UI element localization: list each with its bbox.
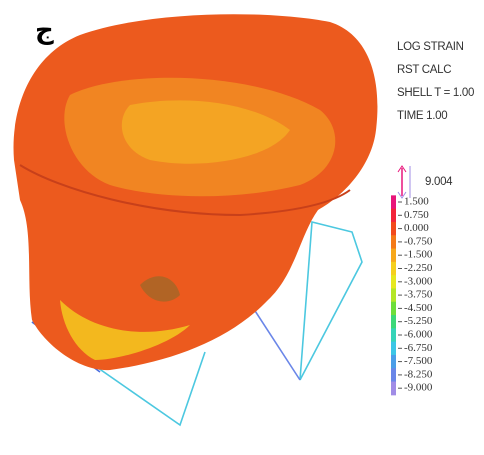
legend-label: -0.750	[404, 235, 433, 247]
legend-label: -1.500	[404, 249, 433, 261]
legend-swatch	[391, 195, 396, 209]
header-line: LOG STRAIN	[397, 41, 464, 53]
legend-swatch	[391, 249, 396, 263]
page: {"panel_label": "ج", "header": {"lines":…	[0, 0, 484, 455]
legend-label: -6.750	[404, 342, 433, 354]
legend-swatch	[391, 222, 396, 236]
legend-swatch	[391, 355, 396, 369]
legend-swatch	[391, 382, 396, 396]
support-diagonal	[248, 300, 300, 380]
legend-swatch	[391, 342, 396, 356]
legend-label: 0.000	[404, 222, 429, 234]
legend-label: -2.250	[404, 262, 433, 274]
legend-label: -7.500	[404, 355, 433, 367]
legend-swatch	[391, 315, 396, 329]
legend-label: -9.000	[404, 382, 433, 394]
legend-label: -3.000	[404, 275, 433, 287]
header-line: SHELL T = 1.00	[397, 87, 474, 99]
legend-label: -4.500	[404, 302, 433, 314]
legend-swatch	[391, 262, 396, 276]
legend-swatch	[391, 328, 396, 342]
legend-label: 1.500	[404, 196, 429, 208]
header: LOG STRAIN RST CALC SHELL T = 1.00 TIME 1.0…	[397, 41, 474, 122]
figure: ج LOG STRAIN RST CALC SHELL T = 1.00 TIME 1…	[0, 0, 484, 455]
legend-label: -6.000	[404, 329, 433, 341]
panel-label: ج	[35, 16, 54, 46]
legend-swatch	[391, 368, 396, 382]
legend-label: -3.750	[404, 289, 433, 301]
legend-label: 0.750	[404, 209, 429, 221]
scale-icon	[398, 166, 410, 198]
legend-swatch	[391, 275, 396, 289]
legend-swatch	[391, 288, 396, 302]
header-line: TIME 1.00	[397, 110, 447, 122]
header-line: RST CALC	[397, 64, 451, 76]
legend-swatch	[391, 209, 396, 223]
support-right	[300, 222, 362, 380]
legend-label: -8.250	[404, 368, 433, 380]
legend-swatch	[391, 235, 396, 249]
legend-label: -5.250	[404, 315, 433, 327]
legend-swatch	[391, 302, 396, 316]
scale-value: 9.004	[425, 176, 453, 188]
